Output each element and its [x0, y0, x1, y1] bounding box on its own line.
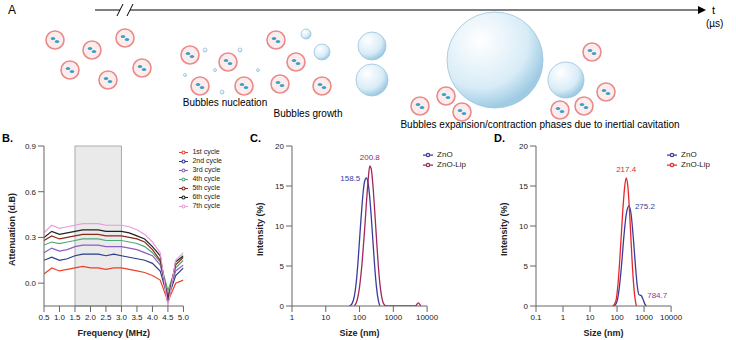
svg-text:5.0: 5.0: [178, 313, 190, 322]
svg-text:20: 20: [275, 142, 284, 151]
svg-text:5: 5: [280, 262, 285, 271]
svg-text:1: 1: [290, 313, 295, 322]
svg-text:0.5: 0.5: [38, 313, 50, 322]
svg-text:15: 15: [275, 182, 284, 191]
html-text:3rd cycle: 3rd cycle: [192, 166, 221, 174]
svg-text:10000: 10000: [660, 313, 683, 322]
svg-text:Bubbles growth: Bubbles growth: [274, 108, 343, 119]
html-text:C.: C.: [250, 132, 261, 144]
svg-text:1000: 1000: [635, 313, 653, 322]
html-text:B.: B.: [2, 132, 13, 144]
svg-text:10: 10: [519, 222, 528, 231]
svg-text:20: 20: [519, 142, 528, 151]
svg-text:Bubbles expansion/contraction: Bubbles expansion/contraction phases due…: [400, 119, 679, 130]
html-text:D.: D.: [494, 132, 505, 144]
svg-text:0.3: 0.3: [25, 233, 37, 242]
html-text:ZnO: ZnO: [681, 150, 697, 160]
svg-text:Frequency (MHz): Frequency (MHz): [77, 328, 150, 338]
svg-text:Intensity (%): Intensity (%): [499, 202, 509, 256]
svg-text:10: 10: [321, 313, 330, 322]
svg-text:1: 1: [561, 313, 566, 322]
svg-text:0: 0: [280, 302, 285, 311]
html-text:5th cycle: 5th cycle: [192, 184, 220, 192]
svg-text:3.5: 3.5: [131, 313, 143, 322]
svg-text:2.0: 2.0: [85, 313, 97, 322]
html-text:7th cycle: 7th cycle: [192, 202, 220, 210]
svg-text:0.6: 0.6: [25, 188, 37, 197]
html-text:4th cycle: 4th cycle: [192, 175, 220, 183]
svg-text:1000: 1000: [384, 313, 402, 322]
svg-text:4.5: 4.5: [162, 313, 174, 322]
svg-text:4.0: 4.0: [147, 313, 159, 322]
svg-text:t: t: [712, 4, 715, 16]
html-text:6th cycle: 6th cycle: [192, 193, 220, 201]
svg-text:10000: 10000: [416, 313, 439, 322]
html-text:1st cycle: 1st cycle: [192, 148, 220, 156]
svg-text:200.8: 200.8: [360, 153, 381, 162]
svg-text:100: 100: [610, 313, 624, 322]
svg-text:(µs): (µs): [706, 18, 723, 29]
svg-text:15: 15: [519, 182, 528, 191]
svg-text:0.0: 0.0: [25, 279, 37, 288]
svg-text:1.5: 1.5: [69, 313, 81, 322]
svg-text:0: 0: [524, 302, 529, 311]
svg-text:1.0: 1.0: [54, 313, 66, 322]
svg-text:100: 100: [353, 313, 367, 322]
svg-text:5: 5: [524, 262, 529, 271]
svg-text:2.5: 2.5: [100, 313, 112, 322]
html-text:ZnO-Lip: ZnO-Lip: [437, 160, 466, 170]
html-text:ZnO-Lip: ZnO-Lip: [681, 160, 710, 170]
svg-text:10: 10: [275, 222, 284, 231]
svg-text:3.0: 3.0: [116, 313, 128, 322]
svg-text:0.9: 0.9: [25, 142, 37, 151]
svg-text:0.1: 0.1: [530, 313, 542, 322]
html-text:2nd cycle: 2nd cycle: [192, 157, 222, 165]
html-text:ZnO: ZnO: [437, 150, 453, 160]
svg-text:Size (nm): Size (nm): [340, 328, 380, 338]
svg-text:Attenuation (d.B): Attenuation (d.B): [7, 193, 17, 266]
svg-text:217.4: 217.4: [616, 165, 637, 174]
svg-text:Intensity (%): Intensity (%): [255, 202, 265, 256]
svg-text:784.7: 784.7: [647, 291, 668, 300]
svg-text:Size (nm): Size (nm): [584, 328, 624, 338]
svg-text:158.5: 158.5: [340, 174, 361, 183]
svg-text:10: 10: [586, 313, 595, 322]
svg-text:Bubbles nucleation: Bubbles nucleation: [183, 97, 268, 108]
svg-text:A: A: [8, 3, 16, 17]
svg-text:275.2: 275.2: [635, 202, 656, 211]
